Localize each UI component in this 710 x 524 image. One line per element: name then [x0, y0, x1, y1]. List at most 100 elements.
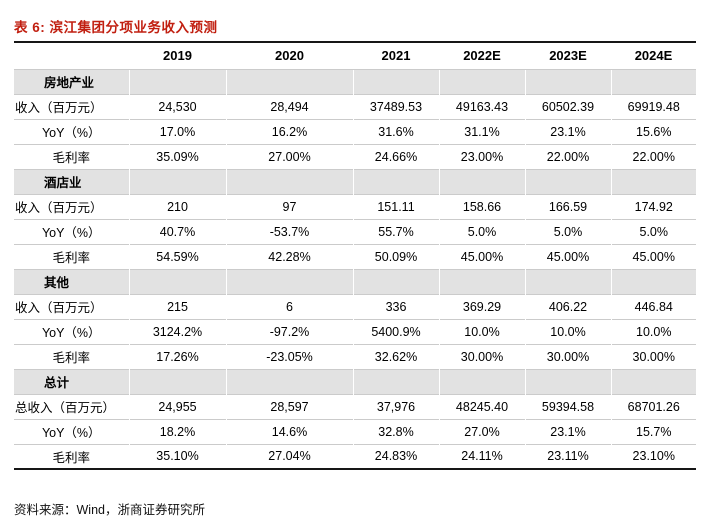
- cell: [610, 168, 696, 194]
- table-row: YoY（%） 3124.2% -97.2% 5400.9% 10.0% 10.0…: [14, 318, 696, 344]
- cell: 30.00%: [610, 343, 696, 369]
- cell: [610, 368, 696, 394]
- corner-cell: [14, 41, 129, 70]
- cell: 215: [128, 293, 226, 319]
- row-label: YoY（%）: [14, 318, 129, 344]
- cell: [128, 69, 226, 94]
- cell: 45.00%: [610, 243, 696, 269]
- source-note: 资料来源：Wind，浙商证券研究所: [14, 503, 205, 517]
- cell: 45.00%: [524, 243, 611, 269]
- year-header-2020: 2020: [226, 41, 353, 70]
- cell: 30.00%: [438, 343, 525, 369]
- cell: 210: [128, 193, 226, 219]
- year-header-2024e: 2024E: [611, 41, 696, 70]
- table-row: 毛利率 35.09% 27.00% 24.66% 23.00% 22.00% 2…: [14, 143, 696, 169]
- cell: 17.26%: [128, 343, 226, 369]
- cell: 5.0%: [524, 218, 611, 244]
- row-label: 收入（百万元）: [14, 193, 129, 219]
- cell: [352, 69, 439, 94]
- section-row: 房地产业: [14, 69, 696, 94]
- row-label: YoY（%）: [14, 218, 129, 244]
- cell: 54.59%: [128, 243, 226, 269]
- cell: 48245.40: [438, 393, 525, 419]
- cell: 27.04%: [225, 443, 353, 470]
- cell: [352, 168, 439, 194]
- year-header-2022e: 2022E: [439, 41, 525, 70]
- cell: 30.00%: [524, 343, 611, 369]
- cell: 31.6%: [352, 118, 439, 144]
- cell: 27.0%: [438, 418, 525, 444]
- cell: 28,494: [225, 93, 353, 119]
- cell: [438, 368, 525, 394]
- section-row: 酒店业: [14, 168, 696, 194]
- cell: 32.8%: [352, 418, 439, 444]
- cell: 68701.26: [610, 393, 696, 419]
- table-row: YoY（%） 40.7% -53.7% 55.7% 5.0% 5.0% 5.0%: [14, 218, 696, 244]
- cell: [128, 368, 226, 394]
- cell: 174.92: [610, 193, 696, 219]
- cell: 6: [225, 293, 353, 319]
- cell: [352, 268, 439, 294]
- cell: 32.62%: [352, 343, 439, 369]
- year-header-2023e: 2023E: [525, 41, 611, 70]
- cell: 5.0%: [438, 218, 525, 244]
- cell: 336: [352, 293, 439, 319]
- year-header-2019: 2019: [129, 41, 226, 70]
- cell: 15.6%: [610, 118, 696, 144]
- cell: 10.0%: [438, 318, 525, 344]
- cell: 69919.48: [610, 93, 696, 119]
- cell: [438, 168, 525, 194]
- cell: 5.0%: [610, 218, 696, 244]
- cell: 17.0%: [128, 118, 226, 144]
- cell: 60502.39: [524, 93, 611, 119]
- cell: 446.84: [610, 293, 696, 319]
- cell: 24,955: [128, 393, 226, 419]
- year-header-2021: 2021: [353, 41, 439, 70]
- cell: 23.1%: [524, 418, 611, 444]
- section-name: 其他: [14, 268, 129, 294]
- cell: 15.7%: [610, 418, 696, 444]
- cell: 22.00%: [524, 143, 611, 169]
- cell: 42.28%: [225, 243, 353, 269]
- section-name: 总计: [14, 368, 129, 394]
- cell: 10.0%: [610, 318, 696, 344]
- cell: 22.00%: [610, 143, 696, 169]
- page-title: 表 6: 滨江集团分项业务收入预测: [14, 20, 218, 35]
- cell: 5400.9%: [352, 318, 439, 344]
- table-row: 收入（百万元） 24,530 28,494 37489.53 49163.43 …: [14, 93, 696, 119]
- cell: 55.7%: [352, 218, 439, 244]
- table-row: YoY（%） 17.0% 16.2% 31.6% 31.1% 23.1% 15.…: [14, 118, 696, 144]
- cell: [610, 69, 696, 94]
- cell: 23.1%: [524, 118, 611, 144]
- cell: [438, 268, 525, 294]
- row-label: 收入（百万元）: [14, 93, 129, 119]
- cell: 24.83%: [352, 443, 439, 470]
- row-label: 总收入（百万元）: [14, 393, 129, 419]
- row-label: YoY（%）: [14, 118, 129, 144]
- cell: [225, 268, 353, 294]
- cell: [225, 368, 353, 394]
- cell: [438, 69, 525, 94]
- cell: -53.7%: [225, 218, 353, 244]
- cell: [524, 368, 611, 394]
- cell: [524, 69, 611, 94]
- cell: 14.6%: [225, 418, 353, 444]
- cell: 97: [225, 193, 353, 219]
- cell: 59394.58: [524, 393, 611, 419]
- cell: [524, 168, 611, 194]
- cell: 35.10%: [128, 443, 226, 470]
- cell: [225, 69, 353, 94]
- cell: 49163.43: [438, 93, 525, 119]
- cell: -97.2%: [225, 318, 353, 344]
- row-label: 毛利率: [14, 443, 129, 470]
- cell: 18.2%: [128, 418, 226, 444]
- table-row: 总收入（百万元） 24,955 28,597 37,976 48245.40 5…: [14, 393, 696, 419]
- cell: 369.29: [438, 293, 525, 319]
- cell: 24.11%: [438, 443, 525, 470]
- cell: 23.11%: [524, 443, 611, 470]
- table-row: YoY（%） 18.2% 14.6% 32.8% 27.0% 23.1% 15.…: [14, 418, 696, 444]
- table-row: 毛利率 17.26% -23.05% 32.62% 30.00% 30.00% …: [14, 343, 696, 369]
- table-header-row: 2019 2020 2021 2022E 2023E 2024E: [14, 41, 696, 70]
- cell: [524, 268, 611, 294]
